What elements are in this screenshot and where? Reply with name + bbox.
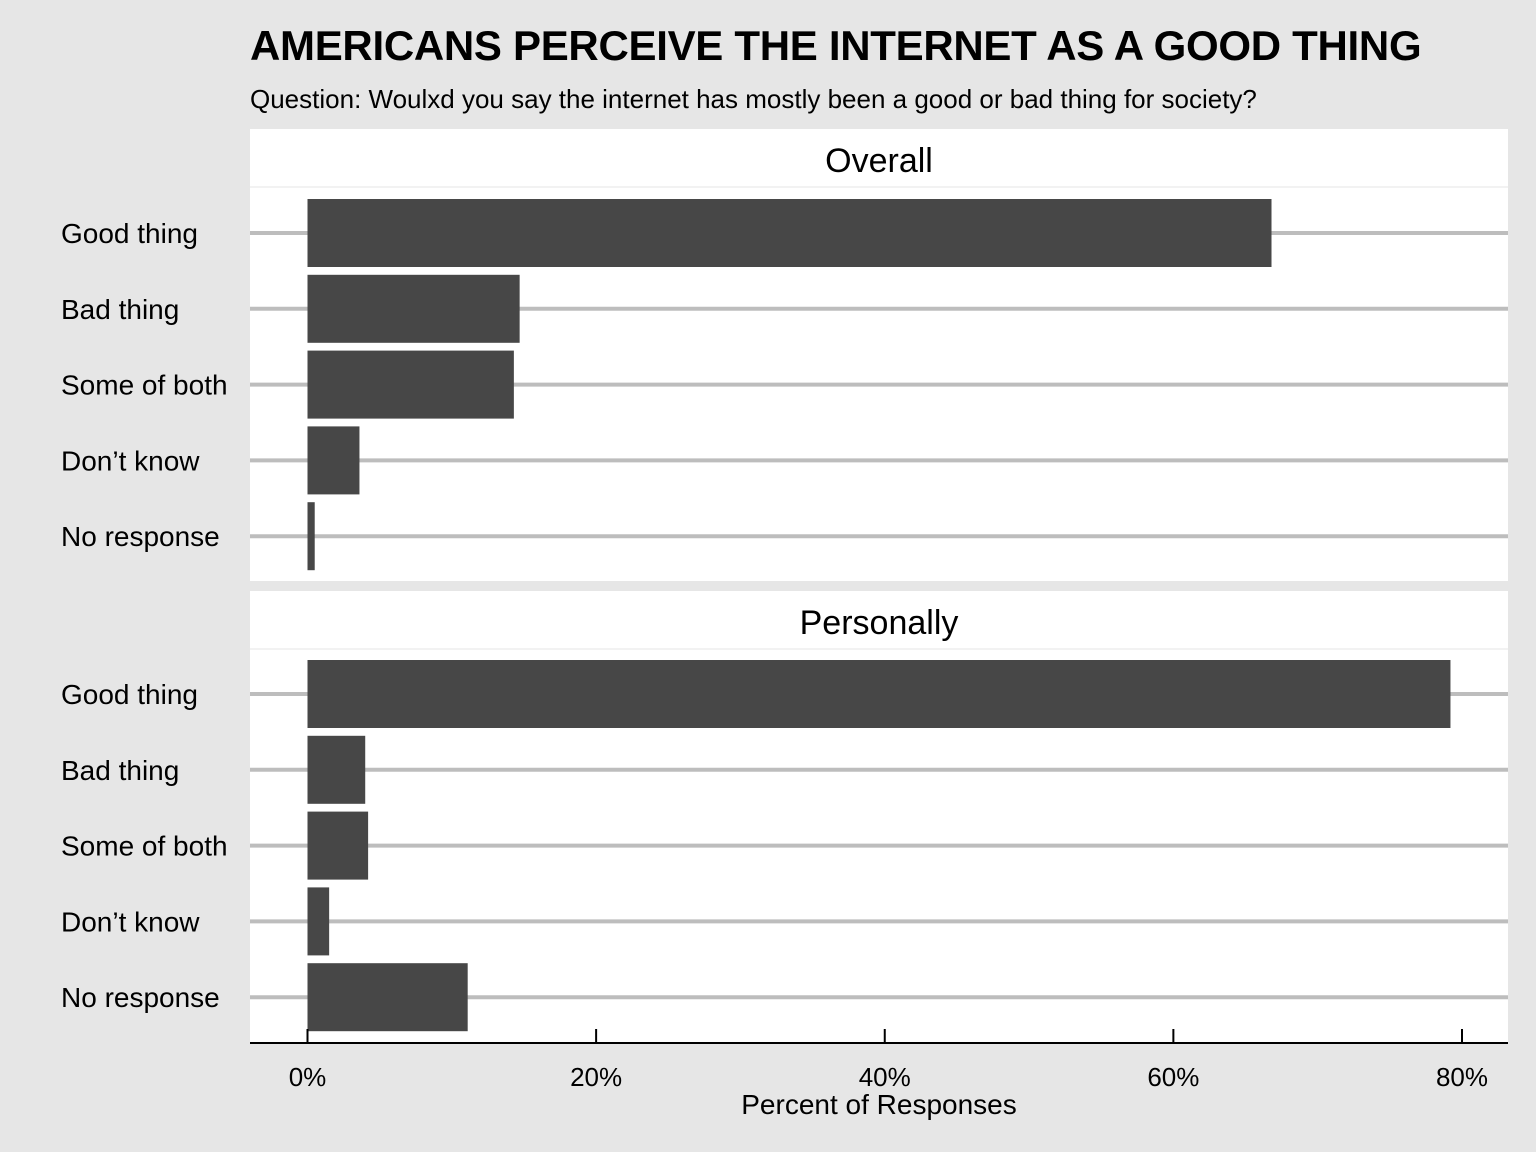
category-label: Bad thing [61, 755, 179, 786]
bar [307, 963, 468, 1032]
bar [307, 199, 1272, 267]
x-tick-label: 20% [570, 1062, 622, 1092]
bar [307, 887, 330, 956]
x-tick-label: 40% [859, 1062, 911, 1092]
panel-title: Personally [800, 604, 959, 642]
bar [307, 274, 520, 343]
x-tick-label: 0% [289, 1062, 327, 1092]
x-tick-label: 80% [1436, 1062, 1488, 1092]
chart-title: AMERICANS PERCEIVE THE INTERNET AS A GOO… [250, 22, 1422, 69]
category-label: Bad thing [61, 294, 179, 325]
category-label: Some of both [61, 370, 228, 401]
category-label: Don’t know [61, 906, 200, 937]
category-label: No response [61, 521, 220, 552]
bar [307, 502, 315, 571]
category-label: No response [61, 982, 220, 1013]
category-label: Good thing [61, 218, 198, 249]
bar [307, 660, 1451, 728]
bar [307, 426, 360, 495]
bar [307, 735, 366, 804]
category-label: Don’t know [61, 445, 200, 476]
panel-title: Overall [825, 142, 933, 180]
category-label: Some of both [61, 831, 228, 862]
bar [307, 350, 514, 419]
chart-subtitle: Question: Woulxd you say the internet ha… [250, 84, 1257, 114]
x-tick-label: 60% [1147, 1062, 1199, 1092]
x-axis-title: Percent of Responses [741, 1089, 1017, 1120]
bar [307, 811, 369, 880]
category-label: Good thing [61, 679, 198, 710]
